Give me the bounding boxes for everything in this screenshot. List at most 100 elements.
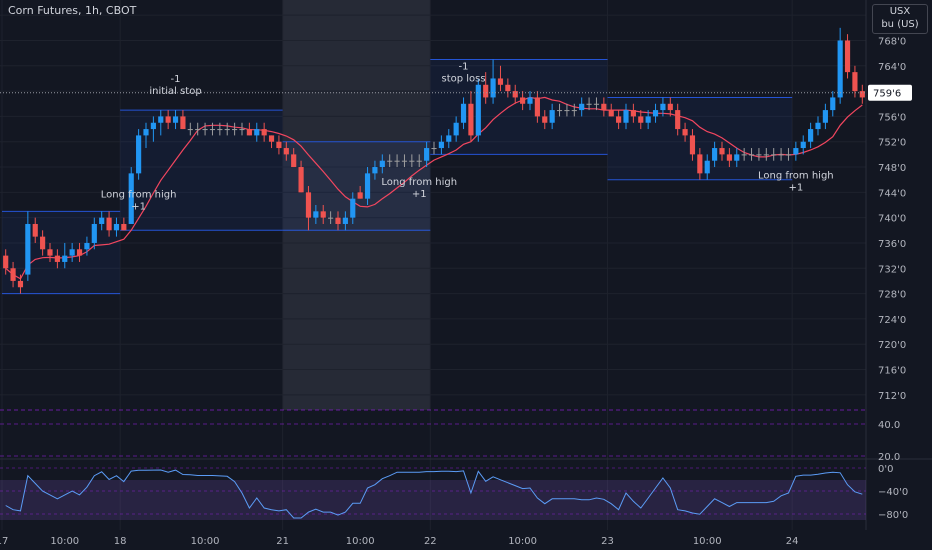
price-tick-label: 768'0 xyxy=(878,36,906,47)
candle-body xyxy=(224,129,230,131)
currency-selector[interactable]: USX bu (US) xyxy=(872,4,928,34)
candle-body xyxy=(69,249,75,256)
candle-body xyxy=(17,280,24,288)
candle-body xyxy=(549,110,555,123)
candle-body xyxy=(202,129,208,131)
candle-body xyxy=(497,78,504,85)
price-tick-label: 752'0 xyxy=(878,138,906,149)
candle-body xyxy=(305,192,312,218)
candle-body xyxy=(158,116,164,123)
candle-body xyxy=(276,141,282,149)
candle-body xyxy=(638,116,644,123)
candle-body xyxy=(409,160,415,162)
candle-body xyxy=(763,154,769,156)
time-tick-label: 10:00 xyxy=(50,536,79,547)
candle-body xyxy=(468,103,474,136)
price-tick-label: 732'0 xyxy=(878,264,906,275)
trade-annotation: Long from high xyxy=(101,190,177,201)
candle-body xyxy=(401,160,408,162)
candle-body xyxy=(771,154,777,156)
candle-body xyxy=(291,154,297,168)
time-tick-label: 10:00 xyxy=(346,536,375,547)
trade-annotation-sub: +1 xyxy=(788,183,803,194)
osc-band xyxy=(0,480,866,520)
candle-body xyxy=(113,223,120,231)
candle-body xyxy=(3,255,9,269)
osc-tick-label: 0'0 xyxy=(878,464,893,475)
session-range-box xyxy=(430,59,608,155)
candle-body xyxy=(704,160,710,174)
candle-body xyxy=(475,84,481,136)
candle-body xyxy=(76,249,83,256)
candle-body xyxy=(91,223,97,243)
candle-body xyxy=(106,217,112,231)
candle-body xyxy=(180,116,186,130)
candle-body xyxy=(734,154,740,161)
candle-body xyxy=(490,78,496,98)
candle-body xyxy=(372,167,378,174)
candle-body xyxy=(47,249,53,256)
candle-body xyxy=(741,154,747,156)
candle-body xyxy=(630,110,636,117)
osc-tick-label: −80'0 xyxy=(878,510,908,521)
candle-body xyxy=(25,223,31,275)
candle-body xyxy=(808,129,814,142)
candle-body xyxy=(645,116,651,123)
candle-body xyxy=(793,148,799,155)
candle-body xyxy=(32,223,38,237)
time-tick-label: 21 xyxy=(276,536,289,547)
candle-body xyxy=(608,110,614,117)
candle-body xyxy=(209,129,216,131)
candle-body xyxy=(564,110,570,112)
candle-body xyxy=(268,135,275,142)
candle-body xyxy=(143,129,149,136)
osc-tick-label: −40'0 xyxy=(878,487,908,498)
candle-body xyxy=(616,116,622,123)
trade-annotation: -1 xyxy=(171,74,181,85)
candle-body xyxy=(623,110,629,123)
candle-body xyxy=(150,122,156,130)
time-tick-label: 10:00 xyxy=(693,536,722,547)
candle-body xyxy=(394,160,400,162)
candle-body xyxy=(586,103,592,105)
time-tick-label: 10:00 xyxy=(508,536,537,547)
candle-body xyxy=(748,154,755,156)
candle-body xyxy=(357,192,363,199)
candle-body xyxy=(682,129,688,136)
candle-body xyxy=(785,154,792,156)
candle-body xyxy=(320,211,326,218)
candle-body xyxy=(298,167,304,193)
price-tick-label: 728'0 xyxy=(878,290,906,301)
candle-body xyxy=(335,217,341,224)
trade-annotation-sub: +1 xyxy=(131,202,146,213)
candle-body xyxy=(571,110,577,112)
candle-body xyxy=(261,129,267,136)
candle-body xyxy=(652,110,659,117)
chart-title: Corn Futures, 1h, CBOT xyxy=(8,4,137,17)
candle-body xyxy=(660,103,666,111)
candle-body xyxy=(800,141,806,149)
candle-body xyxy=(165,116,171,123)
candle-body xyxy=(726,154,732,161)
candle-body xyxy=(815,122,821,130)
candle-body xyxy=(438,141,444,149)
candle-body xyxy=(505,84,511,92)
trade-annotation: Long from high xyxy=(381,177,457,188)
candle-body xyxy=(232,129,238,131)
candle-body xyxy=(446,135,452,142)
candle-body xyxy=(431,148,437,150)
candle-body xyxy=(778,154,784,156)
candle-body xyxy=(283,148,289,155)
trade-annotation: -1 xyxy=(459,61,469,72)
candle-body xyxy=(453,122,459,136)
candle-body xyxy=(54,255,60,262)
candle-body xyxy=(10,268,16,281)
candle-body xyxy=(483,84,489,98)
candle-body xyxy=(172,116,179,123)
candle-body xyxy=(719,148,725,155)
price-tick-label: 744'0 xyxy=(878,188,906,199)
candle-body xyxy=(246,129,252,136)
candle-body xyxy=(837,40,843,98)
candle-body xyxy=(254,129,260,136)
